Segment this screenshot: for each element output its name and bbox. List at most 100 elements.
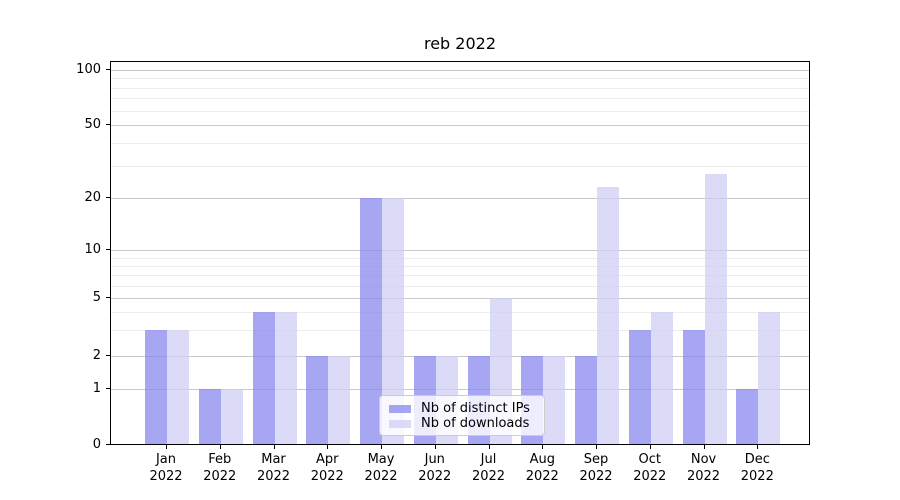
bar-downloads-oct [650, 312, 673, 444]
major-gridline-1 [111, 389, 809, 391]
bar-distinct-ips-mar [252, 312, 275, 444]
x-tick-year-oct: 2022 [633, 469, 667, 484]
x-tick-mark-jan [166, 445, 167, 449]
x-tick-year-jul: 2022 [471, 469, 506, 484]
minor-gridline-30 [111, 165, 809, 167]
x-tick-label-apr-2022: Apr 2022 [295, 451, 359, 485]
major-gridline-20 [111, 198, 809, 200]
minor-gridline-9 [111, 257, 809, 259]
y-tick-mark-100 [106, 69, 110, 70]
y-tick-label-10: 10 [84, 242, 101, 258]
major-gridline-2 [111, 356, 809, 357]
x-tick-label-nov-2022: Nov 2022 [672, 451, 736, 485]
minor-gridline-60 [111, 110, 809, 112]
x-tick-label-jan-2022: Jan 2022 [134, 451, 198, 485]
y-tick-label-5: 5 [92, 290, 101, 306]
x-tick-month-may: May [367, 452, 395, 467]
downloads-swatch-icon [389, 419, 411, 428]
plot-area: Nb of distinct IPs Nb of downloads [110, 61, 810, 445]
y-tick-mark-20 [106, 197, 110, 199]
y-tick-label-0: 0 [92, 437, 101, 452]
minor-gridline-7 [111, 274, 809, 276]
x-tick-mark-apr [327, 445, 329, 449]
y-tick-label-2: 2 [92, 348, 101, 363]
major-gridline-10 [111, 250, 809, 252]
bar-distinct-ips-feb [198, 389, 221, 444]
x-tick-year-jun: 2022 [418, 469, 452, 484]
x-tick-year-may: 2022 [364, 469, 398, 484]
x-tick-year-feb: 2022 [203, 469, 237, 484]
legend: Nb of distinct IPs Nb of downloads [379, 395, 545, 436]
x-tick-label-sep-2022: Sep 2022 [564, 451, 628, 485]
minor-gridline-8 [111, 265, 809, 267]
x-tick-month-aug: Aug [529, 452, 555, 467]
y-tick-mark-10 [106, 249, 110, 251]
x-tick-label-aug-2022: Aug 2022 [510, 451, 574, 485]
x-tick-label-dec-2022: Dec 2022 [725, 451, 789, 485]
x-tick-mark-jul [488, 445, 490, 449]
y-tick-mark-50 [106, 124, 110, 126]
bar-downloads-nov [704, 174, 727, 444]
x-tick-year-aug: 2022 [525, 469, 559, 484]
x-tick-label-may-2022: May 2022 [349, 451, 413, 485]
bar-downloads-may [382, 198, 405, 444]
legend-label-distinct-ips: Nb of distinct IPs [421, 401, 530, 416]
minor-gridline-6 [111, 285, 809, 287]
bar-downloads-sep [597, 187, 620, 444]
x-tick-label-oct-2022: Oct 2022 [618, 451, 682, 485]
minor-gridline-3 [111, 330, 809, 332]
bar-downloads-jan [167, 330, 189, 444]
y-tick-label-50: 50 [84, 117, 101, 133]
x-tick-mark-aug [542, 445, 544, 449]
major-gridline-100 [111, 70, 809, 71]
x-tick-mark-may [381, 445, 383, 449]
y-tick-mark-5 [106, 297, 110, 299]
x-tick-label-mar-2022: Mar 2022 [242, 451, 306, 485]
x-tick-mark-feb [219, 445, 221, 449]
distinct-ips-swatch-icon [389, 404, 411, 413]
bar-distinct-ips-may [360, 198, 383, 444]
x-tick-month-jul: Jul [480, 452, 497, 467]
x-tick-label-feb-2022: Feb 2022 [188, 451, 252, 485]
minor-gridline-80 [111, 87, 809, 89]
x-tick-month-apr: Apr [316, 452, 339, 467]
x-tick-month-oct: Oct [638, 452, 662, 467]
x-tick-year-jan: 2022 [149, 469, 183, 484]
bar-distinct-ips-nov [682, 330, 705, 444]
chart-title: reb 2022 [423, 34, 497, 53]
x-tick-year-dec: 2022 [740, 469, 774, 484]
bar-downloads-feb [220, 389, 243, 444]
x-tick-mark-oct [649, 445, 651, 449]
x-tick-mark-sep [596, 445, 598, 449]
x-tick-month-jun: Jun [424, 452, 445, 467]
y-tick-label-1: 1 [92, 381, 101, 397]
x-tick-month-jan: Jan [155, 452, 177, 467]
x-tick-mark-dec [757, 445, 759, 449]
bar-distinct-ips-jan [145, 330, 167, 444]
major-gridline-50 [111, 125, 809, 127]
x-tick-month-nov: Nov [690, 452, 717, 467]
legend-label-downloads: Nb of downloads [421, 416, 530, 431]
legend-item-downloads: Nb of downloads [389, 416, 535, 431]
y-tick-label-100: 100 [76, 62, 101, 77]
bar-downloads-dec [758, 312, 781, 444]
y-tick-mark-1 [106, 388, 110, 390]
x-tick-month-mar: Mar [261, 452, 286, 467]
x-tick-label-jul-2022: Jul 2022 [457, 451, 521, 485]
major-gridline-5 [111, 298, 809, 300]
bar-distinct-ips-sep [575, 356, 598, 444]
x-tick-month-sep: Sep [583, 452, 609, 467]
x-tick-year-sep: 2022 [579, 469, 613, 484]
bar-downloads-aug [543, 356, 566, 444]
minor-gridline-70 [111, 98, 809, 100]
x-tick-mark-jun [434, 445, 436, 449]
x-tick-year-nov: 2022 [686, 469, 721, 484]
x-tick-year-apr: 2022 [310, 469, 344, 484]
legend-item-distinct-ips: Nb of distinct IPs [389, 401, 535, 416]
x-tick-mark-nov [703, 445, 705, 449]
x-tick-year-mar: 2022 [256, 469, 291, 484]
bar-distinct-ips-apr [306, 356, 329, 444]
x-tick-mark-mar [273, 445, 275, 449]
x-tick-label-jun-2022: Jun 2022 [403, 451, 467, 485]
